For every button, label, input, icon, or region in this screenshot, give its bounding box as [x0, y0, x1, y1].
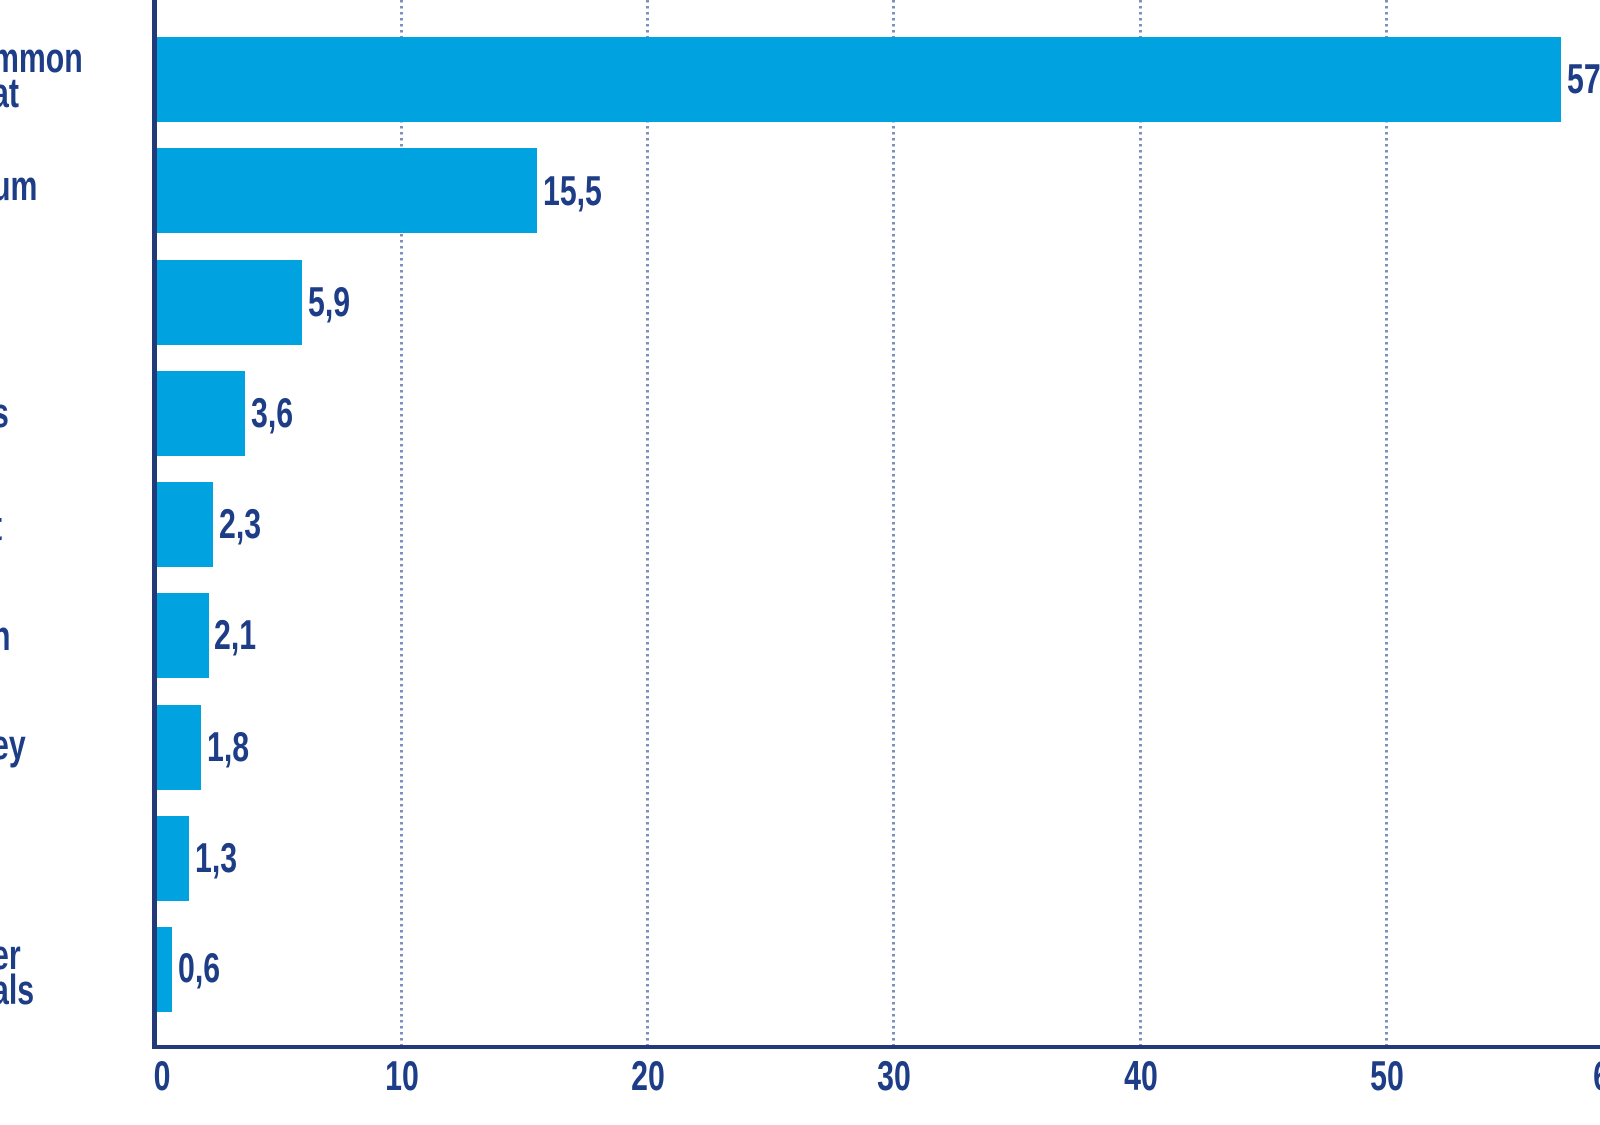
category-label-fragment: als — [0, 966, 35, 1013]
bar — [157, 482, 214, 567]
x-tick-label: 10 — [385, 1052, 419, 1099]
x-tick-label: 20 — [631, 1052, 665, 1099]
bar-value-label: 2,3 — [219, 500, 262, 547]
category-label-fragment: mmon — [0, 34, 83, 81]
category-label-fragment: at — [0, 69, 19, 116]
x-tick-label: 40 — [1124, 1052, 1158, 1099]
gridline-40 — [1139, 0, 1142, 1045]
bar — [157, 37, 1561, 122]
bar — [157, 371, 246, 456]
bar — [157, 927, 172, 1012]
bar — [157, 816, 189, 901]
x-axis-line — [152, 1045, 1600, 1049]
bar-value-label: 15,5 — [542, 167, 602, 214]
category-label-fragment: n — [0, 615, 10, 657]
category-label-fragment: t — [0, 505, 2, 547]
x-tick-label: 0 — [153, 1052, 171, 1099]
gridline-30 — [892, 0, 895, 1045]
bar — [157, 260, 302, 345]
bar-value-label: 1,8 — [207, 723, 250, 770]
category-label-fragment: er — [0, 931, 21, 978]
bar-value-label: 0,6 — [177, 944, 220, 991]
bar-value-label: 57, — [1566, 55, 1600, 102]
category-label-fragment: s — [0, 392, 9, 434]
x-tick-label: 30 — [877, 1052, 911, 1099]
bar-value-label: 1,3 — [194, 834, 237, 881]
bar — [157, 148, 537, 233]
gridline-20 — [646, 0, 649, 1045]
gridline-50 — [1385, 0, 1388, 1045]
bar-value-label: 2,1 — [214, 611, 257, 658]
bar-value-label: 3,6 — [251, 389, 294, 436]
x-tick-label: 50 — [1370, 1052, 1404, 1099]
x-tick-label: 60 — [1567, 1055, 1600, 1097]
bar — [157, 705, 202, 790]
gridline-10 — [400, 0, 403, 1045]
category-label-fragment: ey — [0, 721, 26, 768]
category-label-fragment: um — [0, 162, 38, 209]
y-axis-line — [152, 0, 157, 1049]
bar — [157, 593, 209, 678]
bar-value-label: 5,9 — [307, 278, 350, 325]
